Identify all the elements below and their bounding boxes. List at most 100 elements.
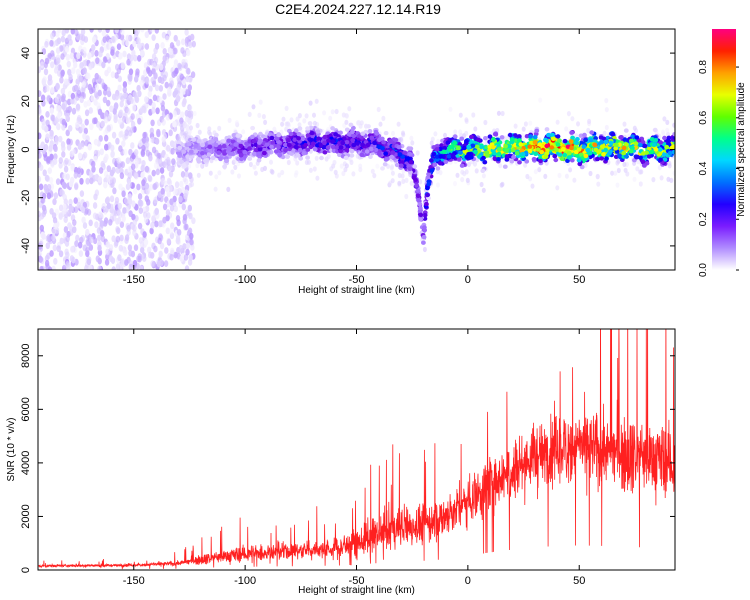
spectral-blob <box>478 144 484 150</box>
spectral-blob <box>461 145 467 151</box>
spectral-blob <box>72 219 77 227</box>
spectral-blob <box>173 205 178 213</box>
spectral-blob <box>128 263 133 270</box>
spectral-blob <box>344 140 350 145</box>
spectral-blob <box>426 181 432 187</box>
spectral-blob <box>83 101 88 108</box>
spectral-blob <box>615 160 620 166</box>
spectral-blob <box>139 241 145 248</box>
spectral-blob <box>161 31 167 39</box>
spectral-blob <box>68 180 74 188</box>
spectral-blob <box>104 134 109 142</box>
y-axis-label: Frequency (Hz) <box>6 115 17 184</box>
spectral-blob <box>115 63 120 71</box>
spectral-blob <box>432 162 438 167</box>
spectral-blob <box>177 229 182 236</box>
spectral-blob <box>45 133 50 141</box>
spectral-blob <box>305 147 311 152</box>
spectral-blob <box>43 143 49 151</box>
spectral-blob <box>126 58 131 66</box>
spectral-blob <box>118 131 123 138</box>
spectral-blob <box>78 250 84 257</box>
spectral-blob <box>499 135 505 140</box>
spectral-blob <box>343 155 349 160</box>
spectral-blob <box>418 179 423 185</box>
spectral-blob <box>375 163 380 169</box>
spectral-blob <box>181 203 186 211</box>
spectral-blob <box>114 93 120 101</box>
spectral-blob <box>141 144 146 152</box>
spectral-blob <box>269 135 275 141</box>
spectral-blob <box>46 156 51 164</box>
spectral-blob <box>621 150 627 156</box>
spectral-blob <box>566 155 572 160</box>
spectral-blob <box>286 142 292 148</box>
spectral-blob <box>316 136 321 141</box>
spectral-blob <box>38 256 44 263</box>
spectral-blob <box>65 235 70 243</box>
spectral-blob <box>67 68 72 76</box>
spectral-blob <box>94 221 99 229</box>
spectral-blob <box>196 159 202 164</box>
spectral-blob <box>116 208 122 216</box>
spectral-blob <box>103 116 109 124</box>
spectral-blob <box>78 241 83 249</box>
spectral-blob <box>437 161 443 166</box>
spectral-blob <box>106 165 112 173</box>
spectral-blob <box>389 154 395 160</box>
spectral-blob <box>539 149 545 155</box>
spectral-blob <box>168 227 173 235</box>
spectral-blob <box>64 29 70 34</box>
spectral-blob <box>87 52 92 60</box>
spectral-blob <box>415 150 420 156</box>
spectral-blob <box>553 157 559 163</box>
colorbar <box>712 29 736 270</box>
spectral-blob <box>179 73 185 81</box>
spectral-blob <box>38 107 42 114</box>
spectral-blob <box>453 129 458 135</box>
spectral-blob <box>404 177 409 183</box>
spectral-blob <box>564 126 569 132</box>
spectral-blob <box>425 175 431 180</box>
spectral-blob <box>184 223 189 231</box>
spectral-blob <box>288 131 294 137</box>
spectral-blob <box>659 175 664 181</box>
spectral-blob <box>436 182 440 188</box>
spectral-blob <box>471 112 476 118</box>
spectral-blob <box>139 265 144 270</box>
spectral-blob <box>70 29 75 35</box>
spectral-blob <box>52 198 57 206</box>
spectral-blob <box>38 210 41 218</box>
spectral-blob <box>507 132 513 138</box>
spectral-blob <box>434 154 440 159</box>
spectral-blob <box>359 152 365 157</box>
spectral-blob <box>54 117 59 124</box>
spectral-blob <box>596 150 602 155</box>
spectral-blob <box>604 124 609 131</box>
spectral-blob <box>169 204 175 212</box>
spectral-blob <box>496 147 502 152</box>
spectral-blob <box>134 172 139 180</box>
spectral-blob <box>58 204 64 212</box>
spectral-blob <box>167 86 172 94</box>
spectral-blob <box>595 156 600 162</box>
spectral-blob <box>114 33 119 41</box>
spectral-blob <box>112 214 117 222</box>
spectral-blob <box>642 143 648 149</box>
spectral-blob <box>364 149 370 154</box>
spectral-blob <box>131 163 136 171</box>
spectral-blob <box>197 129 202 135</box>
spectral-blob <box>80 235 86 242</box>
spectral-blob <box>73 206 79 214</box>
spectral-blob <box>193 149 199 154</box>
spectral-blob <box>100 230 105 237</box>
spectral-blob <box>47 74 53 82</box>
spectral-blob <box>117 75 123 83</box>
spectral-blob <box>97 244 102 252</box>
spectral-blob <box>269 168 274 174</box>
spectral-blob <box>81 81 86 88</box>
spectral-blob <box>92 202 98 209</box>
spectral-blob <box>151 215 156 223</box>
spectral-blob <box>426 171 431 177</box>
spectral-blob <box>531 156 537 162</box>
